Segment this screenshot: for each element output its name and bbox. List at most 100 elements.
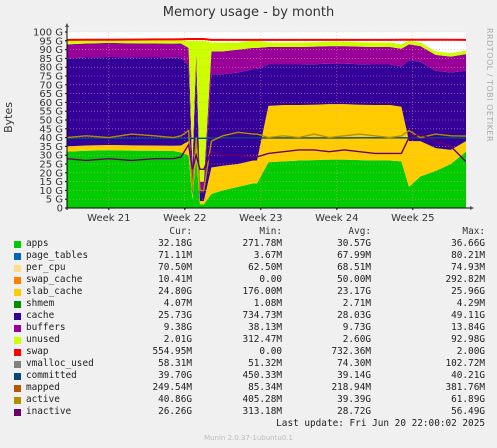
y-tick-label: 50 G <box>39 116 63 127</box>
legend-header-min: Min: <box>259 226 282 237</box>
y-tick-label: 10 G <box>39 186 63 197</box>
legend-swatch <box>14 313 21 320</box>
legend-max: 92.98G <box>451 334 485 345</box>
legend-min: 62.50M <box>248 262 282 273</box>
legend-row-inactive: inactive 26.26G 313.18M 28.72G 56.49G <box>0 406 497 418</box>
legend-avg: 50.00M <box>337 274 371 285</box>
legend-swatch <box>14 397 21 404</box>
legend-cur: 4.07M <box>163 298 192 309</box>
legend-min: 312.47M <box>242 334 282 345</box>
legend-avg: 732.36M <box>331 346 371 357</box>
legend-name: swap_cache <box>26 274 83 285</box>
legend-row-per-cpu: per_cpu 70.50M 62.50M 68.51M 74.93M <box>0 262 497 274</box>
y-tick-label: 5 G <box>46 195 63 206</box>
legend-swatch <box>14 385 21 392</box>
legend-max: 381.76M <box>445 382 485 393</box>
y-tick-label: 25 G <box>39 160 63 171</box>
memory-usage-chart: 05 G10 G15 G20 G25 G30 G35 G40 G45 G50 G… <box>33 23 474 224</box>
legend-max: 80.21M <box>451 250 485 261</box>
legend-name: active <box>26 394 60 405</box>
line-committed <box>67 137 466 140</box>
legend-avg: 2.71M <box>342 298 371 309</box>
legend-row-committed: committed 39.70G 450.33M 39.14G 40.21G <box>0 370 497 382</box>
legend-max: 36.66G <box>451 238 485 249</box>
legend-min: 405.28M <box>242 394 282 405</box>
x-axis-arrow <box>470 206 474 210</box>
legend-min: 734.73M <box>242 310 282 321</box>
legend-row-buffers: buffers 9.38G 38.13M 9.73G 13.84G <box>0 322 497 334</box>
area-cache <box>67 56 466 201</box>
legend-swatch <box>14 361 21 368</box>
y-tick-label: 70 G <box>39 80 63 91</box>
legend-avg: 28.72G <box>337 406 371 417</box>
legend-swatch <box>14 277 21 284</box>
legend-swatch <box>14 265 21 272</box>
y-axis-arrow <box>65 23 69 27</box>
legend-swatch <box>14 349 21 356</box>
y-tick-label: 45 G <box>39 124 63 135</box>
legend-row-cache: cache 25.73G 734.73M 28.03G 49.11G <box>0 310 497 322</box>
y-tick-label: 75 G <box>39 72 63 83</box>
legend-max: 74.93M <box>451 262 485 273</box>
legend-max: 40.21G <box>451 370 485 381</box>
legend-max: 13.84G <box>451 322 485 333</box>
legend-row-apps: apps 32.18G 271.78M 30.57G 36.66G <box>0 238 497 250</box>
legend-header-cur: Cur: <box>169 226 192 237</box>
legend-cur: 58.31M <box>158 358 192 369</box>
legend-cur: 554.95M <box>152 346 192 357</box>
legend-max: 56.49G <box>451 406 485 417</box>
legend-name: per_cpu <box>26 262 66 273</box>
y-tick-label: 65 G <box>39 89 63 100</box>
last-update: Last update: Fri Jun 20 22:00:02 2025 <box>276 418 485 429</box>
legend-swatch <box>14 325 21 332</box>
legend-swatch <box>14 337 21 344</box>
y-tick-label: 35 G <box>39 142 63 153</box>
legend-max: 4.29M <box>456 298 485 309</box>
line-active <box>67 129 466 192</box>
legend-max: 102.72M <box>445 358 485 369</box>
y-tick-label: 20 G <box>39 168 63 179</box>
legend-max: 49.11G <box>451 310 485 321</box>
y-tick-label: 85 G <box>39 54 63 65</box>
y-tick-label: 55 G <box>39 107 63 118</box>
legend-name: buffers <box>26 322 66 333</box>
legend-cur: 39.70G <box>158 370 192 381</box>
legend-avg: 218.94M <box>331 382 371 393</box>
legend-row-mapped: mapped 249.54M 85.34M 218.94M 381.76M <box>0 382 497 394</box>
legend-min: 271.78M <box>242 238 282 249</box>
legend-cur: 24.80G <box>158 286 192 297</box>
line-swap <box>67 38 466 41</box>
legend-min: 450.33M <box>242 370 282 381</box>
legend-min: 38.13M <box>248 322 282 333</box>
legend-name: apps <box>26 238 49 249</box>
legend-cur: 32.18G <box>158 238 192 249</box>
legend-swatch <box>14 253 21 260</box>
legend-cur: 10.41M <box>158 274 192 285</box>
legend-avg: 68.51M <box>337 262 371 273</box>
legend-min: 0.00 <box>259 274 282 285</box>
legend-cur: 249.54M <box>152 382 192 393</box>
legend-min: 85.34M <box>248 382 282 393</box>
stacked-areas <box>67 39 466 208</box>
legend-rows: apps 32.18G 271.78M 30.57G 36.66G page_tables… <box>0 238 497 418</box>
legend-row-vmalloc-used: vmalloc_used 58.31M 51.32M 74.30M 102.72M <box>0 358 497 370</box>
legend-avg: 39.39G <box>337 394 371 405</box>
y-tick-label: 15 G <box>39 177 63 188</box>
legend-min: 176.00M <box>242 286 282 297</box>
rrdtool-credit: RRDTOOL / TOBI OETIKER <box>485 28 494 143</box>
legend-min: 0.00 <box>259 346 282 357</box>
area-apps <box>67 150 466 208</box>
x-tick-label: Week 25 <box>391 213 434 224</box>
legend-cur: 26.26G <box>158 406 192 417</box>
legend-name: slab_cache <box>26 286 83 297</box>
legend-max: 2.00G <box>456 346 485 357</box>
legend-max: 25.96G <box>451 286 485 297</box>
legend-avg: 39.14G <box>337 370 371 381</box>
legend-swatch <box>14 301 21 308</box>
legend-name: committed <box>26 370 77 381</box>
legend-swatch <box>14 409 21 416</box>
legend-row-swap: swap 554.95M 0.00 732.36M 2.00G <box>0 346 497 358</box>
legend-avg: 2.60G <box>342 334 371 345</box>
x-tick-label: Week 24 <box>315 213 358 224</box>
axes: 05 G10 G15 G20 G25 G30 G35 G40 G45 G50 G… <box>33 23 474 224</box>
